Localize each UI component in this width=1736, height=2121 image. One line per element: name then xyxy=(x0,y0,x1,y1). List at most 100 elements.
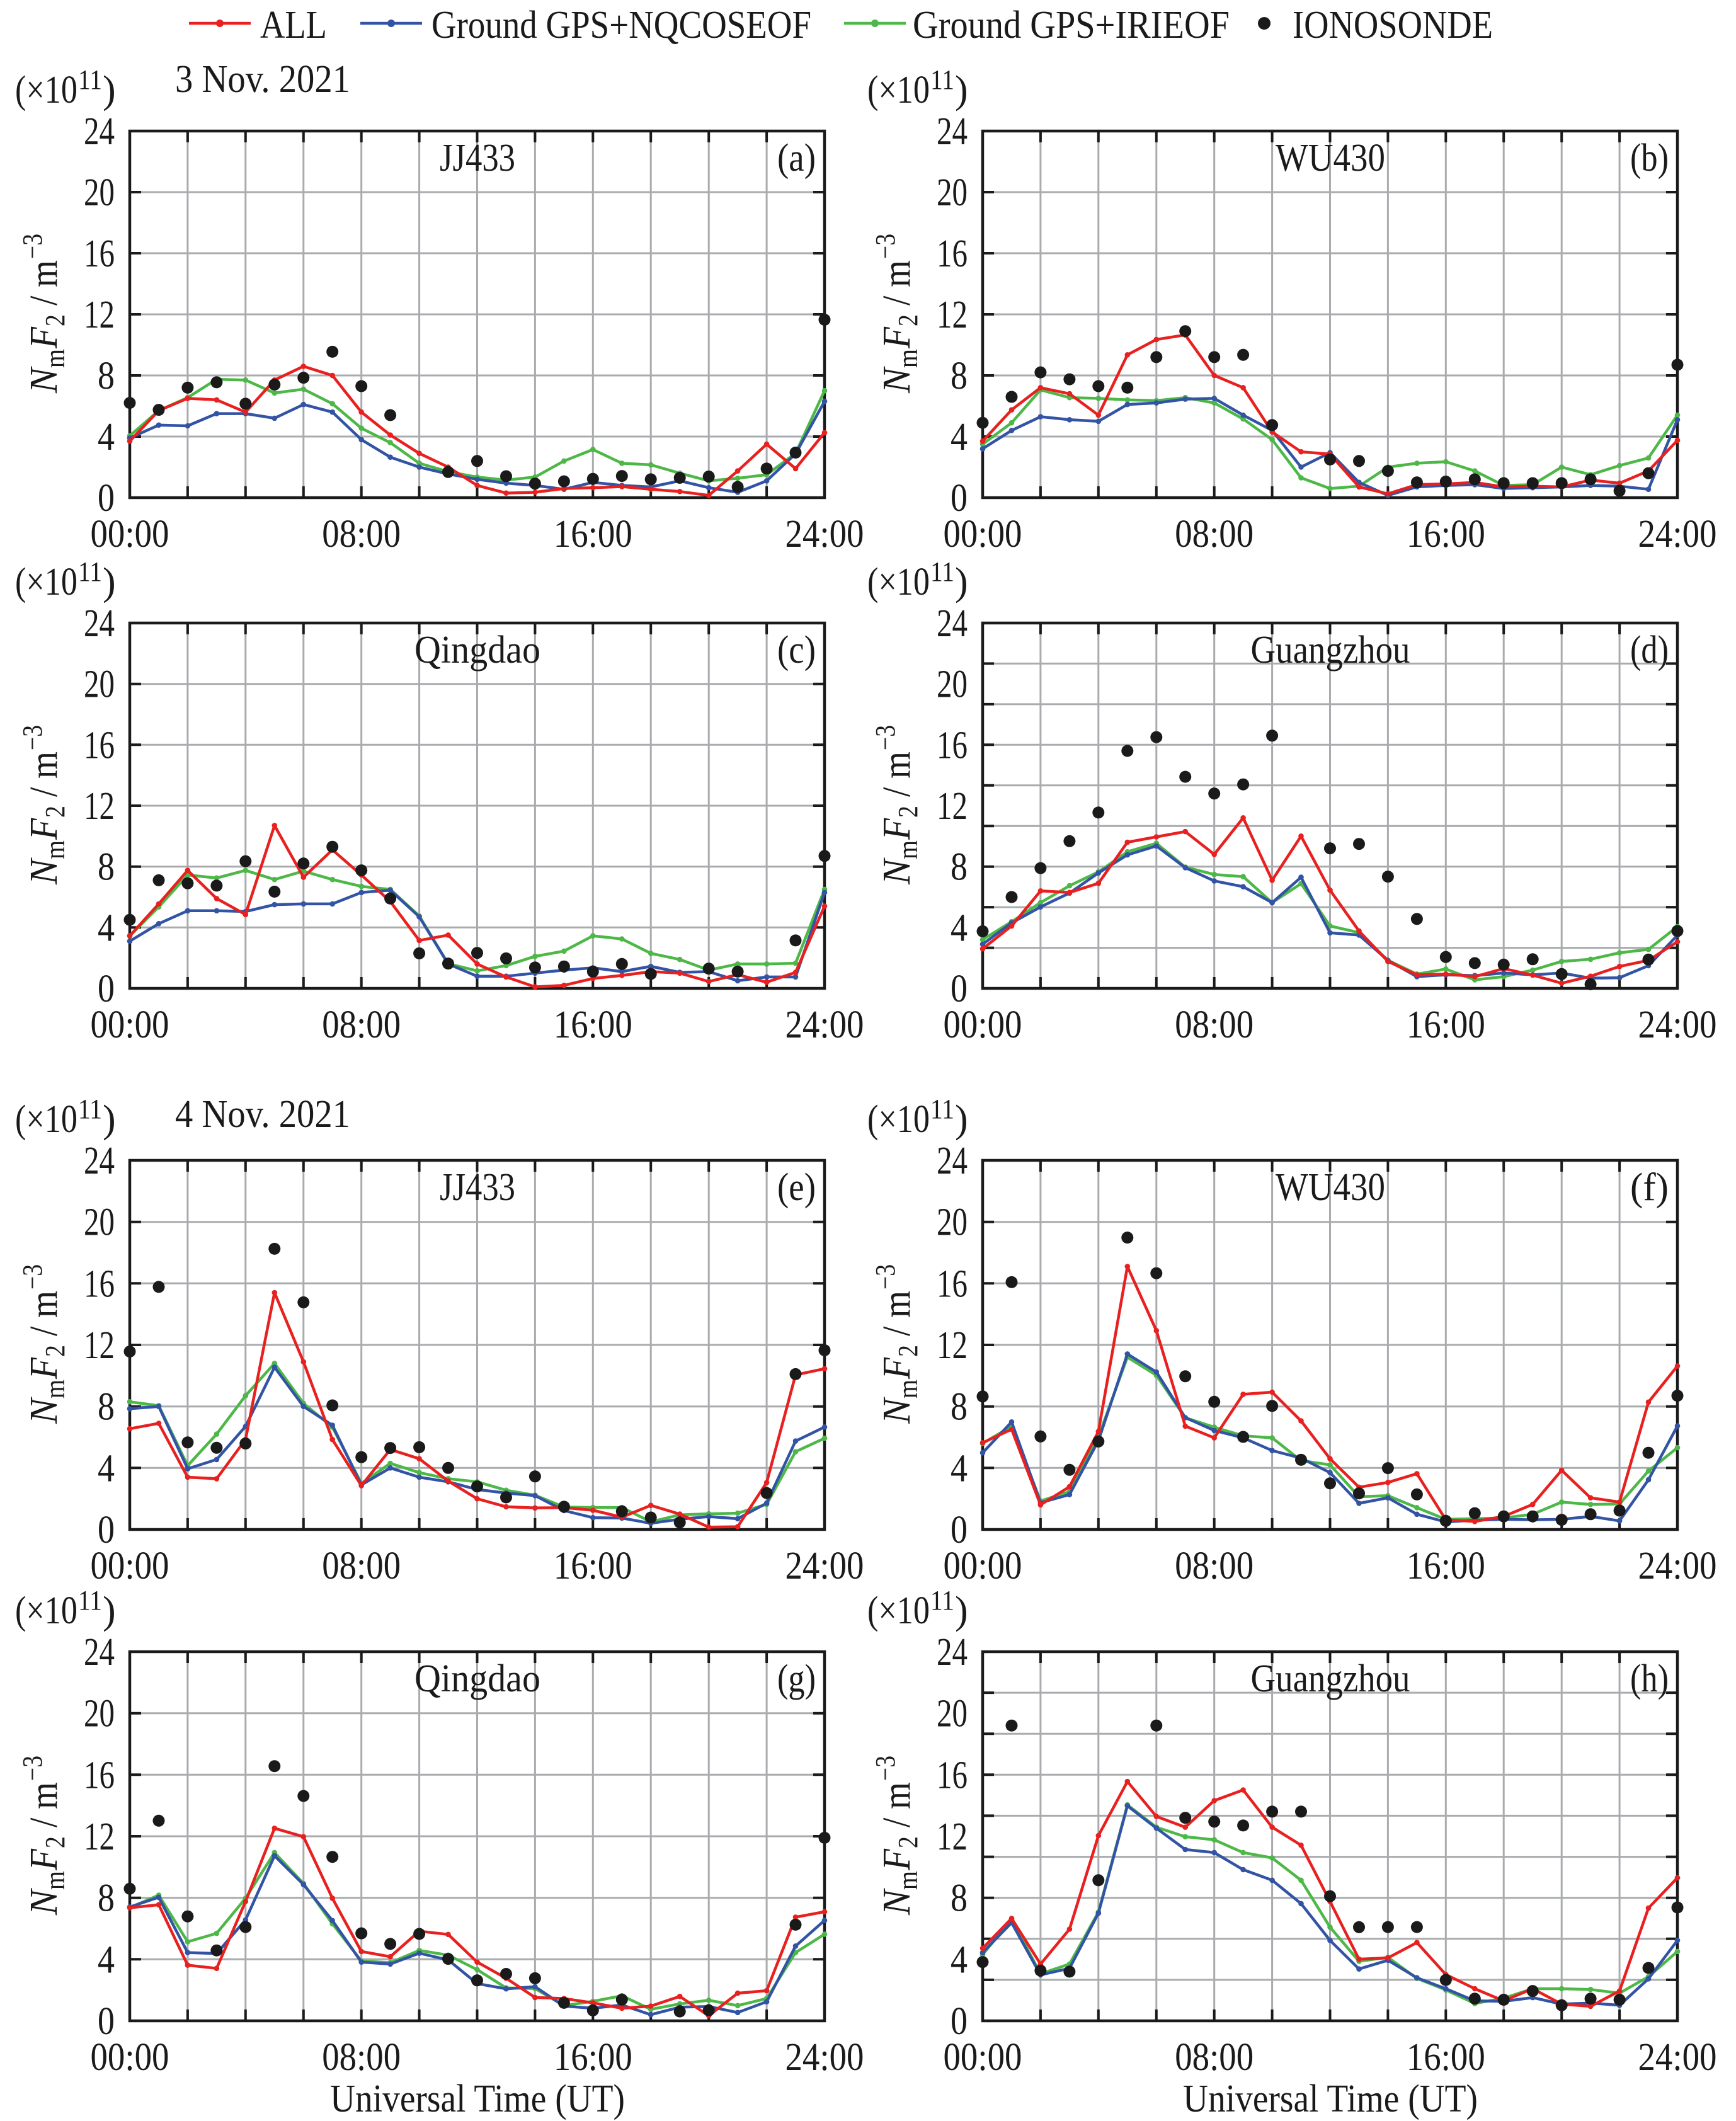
svg-text:12: 12 xyxy=(84,294,115,336)
svg-text:16:00: 16:00 xyxy=(1407,513,1485,556)
svg-text:Ground GPS+NQCOSEOF: Ground GPS+NQCOSEOF xyxy=(431,4,811,47)
svg-text:): ) xyxy=(955,561,968,603)
svg-text:JJ433: JJ433 xyxy=(440,137,515,180)
svg-text:11: 11 xyxy=(930,1585,954,1616)
svg-text:(h): (h) xyxy=(1630,1657,1669,1700)
svg-text:11: 11 xyxy=(78,1094,102,1124)
svg-text:): ) xyxy=(103,69,116,111)
svg-text:−3: −3 xyxy=(870,1264,901,1289)
svg-text:2: 2 xyxy=(893,1836,923,1848)
svg-text:F: F xyxy=(876,818,918,840)
svg-text:IONOSONDE: IONOSONDE xyxy=(1293,4,1493,47)
svg-text:−3: −3 xyxy=(870,234,901,259)
svg-text:2: 2 xyxy=(40,1836,71,1848)
svg-text:2: 2 xyxy=(893,1345,923,1357)
svg-text:−3: −3 xyxy=(870,1756,901,1781)
svg-text:12: 12 xyxy=(84,1815,115,1858)
svg-text:F: F xyxy=(23,1357,66,1380)
svg-text:Universal Time (UT): Universal Time (UT) xyxy=(330,2078,625,2120)
svg-text:4: 4 xyxy=(951,416,968,459)
svg-text:/ m: / m xyxy=(876,1291,918,1336)
svg-text:0: 0 xyxy=(98,477,115,520)
svg-text:12: 12 xyxy=(937,785,968,828)
svg-text:(a): (a) xyxy=(777,137,816,180)
svg-text:0: 0 xyxy=(98,1509,115,1552)
svg-text:0: 0 xyxy=(951,2000,968,2043)
svg-text:00:00: 00:00 xyxy=(944,513,1022,556)
svg-text:08:00: 08:00 xyxy=(1175,1003,1253,1046)
svg-text:4: 4 xyxy=(951,906,968,949)
svg-text:20: 20 xyxy=(84,1693,115,1735)
svg-text:8: 8 xyxy=(951,355,968,397)
svg-text:0: 0 xyxy=(951,968,968,1010)
svg-text:24:00: 24:00 xyxy=(785,1545,864,1587)
svg-text:16:00: 16:00 xyxy=(554,2036,632,2079)
svg-text:2: 2 xyxy=(40,314,71,326)
svg-text:Guangzhou: Guangzhou xyxy=(1251,629,1410,672)
svg-text:08:00: 08:00 xyxy=(322,2036,401,2079)
svg-text:20: 20 xyxy=(84,171,115,214)
svg-text:m: m xyxy=(893,1380,923,1398)
svg-text:F: F xyxy=(876,1848,918,1871)
svg-text:WU430: WU430 xyxy=(1276,137,1385,180)
svg-text:(×10: (×10 xyxy=(867,561,930,603)
svg-text:16:00: 16:00 xyxy=(1407,1003,1485,1046)
svg-text:4: 4 xyxy=(98,416,115,459)
svg-text:/ m: / m xyxy=(23,1291,66,1336)
svg-text:8: 8 xyxy=(951,1386,968,1429)
svg-text:): ) xyxy=(103,1098,116,1141)
svg-text:(×10: (×10 xyxy=(15,561,77,603)
svg-text:12: 12 xyxy=(937,1324,968,1367)
svg-text:N: N xyxy=(876,1887,918,1915)
svg-text:20: 20 xyxy=(937,1201,968,1244)
svg-text:24:00: 24:00 xyxy=(785,1003,864,1046)
svg-text:00:00: 00:00 xyxy=(91,1003,169,1046)
svg-text:16: 16 xyxy=(937,1754,968,1797)
svg-text:N: N xyxy=(876,365,918,393)
svg-text:Qingdao: Qingdao xyxy=(414,629,540,672)
svg-text:16:00: 16:00 xyxy=(554,1545,632,1587)
svg-text:16: 16 xyxy=(84,232,115,275)
svg-text:m: m xyxy=(40,840,71,859)
svg-text:2: 2 xyxy=(893,314,923,326)
svg-text:m: m xyxy=(893,349,923,368)
svg-text:20: 20 xyxy=(84,663,115,706)
svg-text:(×10: (×10 xyxy=(15,69,77,111)
svg-text:24:00: 24:00 xyxy=(785,513,864,556)
svg-text:(f): (f) xyxy=(1630,1166,1669,1209)
svg-text:4: 4 xyxy=(98,1938,115,1981)
svg-text:(×10: (×10 xyxy=(15,1589,77,1632)
svg-text:00:00: 00:00 xyxy=(944,1003,1022,1046)
svg-text:3 Nov. 2021: 3 Nov. 2021 xyxy=(175,58,350,101)
svg-text:20: 20 xyxy=(937,1693,968,1735)
svg-text:2: 2 xyxy=(893,806,923,818)
svg-text:): ) xyxy=(103,1589,116,1632)
svg-text:Guangzhou: Guangzhou xyxy=(1251,1657,1410,1700)
svg-text:/ m: / m xyxy=(876,752,918,797)
svg-text:Universal Time (UT): Universal Time (UT) xyxy=(1183,2078,1478,2120)
svg-text:(×10: (×10 xyxy=(867,1098,930,1141)
svg-text:ALL: ALL xyxy=(260,4,327,47)
svg-text:00:00: 00:00 xyxy=(91,1545,169,1587)
svg-text:24: 24 xyxy=(84,602,115,645)
svg-text:08:00: 08:00 xyxy=(322,1003,401,1046)
svg-text:08:00: 08:00 xyxy=(1175,2036,1253,2079)
svg-text:N: N xyxy=(23,1396,66,1424)
svg-text:16: 16 xyxy=(937,232,968,275)
svg-text:12: 12 xyxy=(84,1324,115,1367)
svg-text:11: 11 xyxy=(78,64,102,95)
svg-text:m: m xyxy=(40,349,71,368)
svg-text:8: 8 xyxy=(98,355,115,397)
svg-text:11: 11 xyxy=(930,556,954,587)
svg-text:): ) xyxy=(955,1589,968,1632)
svg-text:(g): (g) xyxy=(777,1657,816,1700)
svg-text:24: 24 xyxy=(84,1631,115,1674)
svg-text:08:00: 08:00 xyxy=(322,1545,401,1587)
svg-text:20: 20 xyxy=(937,171,968,214)
svg-text:/ m: / m xyxy=(876,1782,918,1827)
svg-text:): ) xyxy=(955,1098,968,1141)
svg-text:00:00: 00:00 xyxy=(944,2036,1022,2079)
svg-text:4: 4 xyxy=(951,1938,968,1981)
svg-text:N: N xyxy=(876,1396,918,1424)
svg-text:Qingdao: Qingdao xyxy=(414,1657,540,1700)
